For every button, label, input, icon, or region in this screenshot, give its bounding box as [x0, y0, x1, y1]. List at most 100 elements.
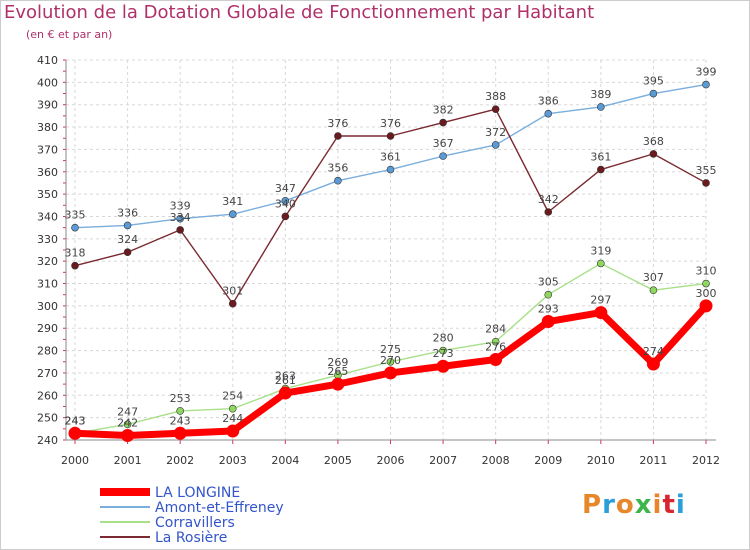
data-point: [597, 103, 605, 111]
data-point: [594, 306, 608, 320]
x-tick-label: 2011: [639, 454, 667, 467]
chart-subtitle: (en € et par an): [26, 28, 113, 41]
data-label: 324: [117, 233, 138, 246]
y-tick-label: 280: [37, 345, 58, 358]
logo-letter: P: [582, 490, 603, 520]
data-label: 339: [170, 200, 191, 213]
data-label: 297: [590, 294, 611, 307]
x-tick-label: 2006: [377, 454, 405, 467]
data-point: [597, 259, 605, 268]
data-point: [597, 165, 605, 174]
data-label: 269: [327, 356, 348, 369]
data-point: [334, 132, 342, 140]
data-label: 367: [433, 137, 454, 150]
y-tick-label: 310: [37, 278, 58, 291]
data-point: [386, 132, 395, 140]
data-point: [123, 221, 132, 230]
y-tick-label: 340: [37, 210, 58, 223]
data-label: 275: [380, 343, 401, 356]
y-tick-label: 250: [37, 412, 58, 425]
y-tick-label: 300: [37, 300, 58, 313]
chart-title: Evolution de la Dotation Globale de Fonc…: [4, 2, 595, 23]
y-tick-label: 270: [37, 367, 58, 380]
data-label: 340: [275, 197, 296, 210]
data-point: [544, 290, 553, 299]
data-point: [544, 109, 553, 118]
data-point: [649, 150, 658, 158]
data-point: [228, 299, 237, 308]
data-label: 284: [485, 323, 506, 336]
y-tick-label: 380: [37, 121, 58, 134]
data-point: [649, 89, 658, 98]
data-point: [176, 214, 184, 223]
data-label: 243: [65, 414, 86, 427]
data-point: [71, 261, 79, 270]
data-label: 280: [433, 332, 454, 345]
legend-label: Corravillers: [155, 515, 235, 531]
data-label: 335: [65, 209, 86, 222]
x-tick-label: 2005: [324, 454, 352, 467]
legend-label: Amont-et-Effreney: [155, 500, 284, 516]
legend-label: LA LONGINE: [155, 485, 240, 501]
logo-letter: o: [615, 490, 635, 520]
data-label: 247: [117, 405, 138, 418]
data-point: [649, 286, 658, 295]
x-tick-label: 2012: [692, 454, 720, 467]
x-tick-label: 2000: [61, 454, 89, 467]
data-label: 361: [590, 151, 611, 164]
data-point: [489, 353, 503, 367]
data-label: 310: [696, 265, 717, 278]
legend-label: La Rosière: [155, 530, 227, 546]
data-point: [226, 424, 240, 438]
legend: LA LONGINEAmont-et-EffreneyCorravillersL…: [100, 485, 284, 546]
data-point: [386, 357, 395, 366]
data-label: 386: [538, 95, 559, 108]
data-label: 261: [275, 374, 296, 387]
data-point: [281, 197, 290, 205]
data-label: 293: [538, 303, 559, 316]
data-label: 347: [275, 182, 296, 195]
data-label: 300: [696, 287, 717, 300]
x-tick-label: 2001: [114, 454, 142, 467]
data-point: [123, 420, 132, 429]
data-label: 254: [222, 390, 243, 403]
data-label: 368: [643, 135, 664, 148]
data-point: [541, 315, 555, 329]
data-label: 273: [433, 347, 454, 360]
series-layer: [68, 80, 713, 443]
data-point: [281, 212, 290, 221]
logo-letter: x: [634, 490, 653, 520]
data-point: [491, 141, 500, 149]
data-point: [228, 404, 237, 413]
data-label: 355: [696, 164, 717, 177]
y-tick-label: 290: [37, 322, 58, 335]
proxiti-logo: Proxiti: [582, 490, 686, 520]
data-label: 270: [380, 354, 401, 367]
data-label: 341: [222, 195, 243, 208]
data-point: [699, 299, 713, 313]
data-label: 372: [485, 126, 506, 139]
data-label: 388: [485, 90, 506, 103]
data-point: [384, 366, 397, 380]
data-point: [121, 429, 135, 443]
data-point: [386, 165, 395, 174]
y-tick-label: 240: [37, 434, 58, 447]
data-label: 265: [327, 365, 348, 378]
logo-letter: i: [652, 490, 663, 520]
data-label: 356: [327, 162, 348, 175]
y-tick-label: 390: [37, 99, 58, 112]
data-point: [228, 210, 237, 219]
data-label: 305: [538, 276, 559, 289]
x-tick-label: 2010: [587, 454, 615, 467]
data-label: 336: [117, 206, 138, 219]
data-label: 263: [275, 370, 296, 383]
y-tick-label: 410: [37, 54, 58, 67]
data-point: [439, 118, 447, 127]
y-tick-label: 350: [37, 188, 58, 201]
data-label: 319: [590, 244, 611, 257]
data-point: [646, 357, 660, 371]
data-label-layer: 335 336 339 341 347 356 361 367 372 386 389 395 399 3…: [65, 66, 717, 430]
data-label: 334: [170, 211, 191, 224]
axis-layer: 240 250 260 270 280 290 300 310 320 330 340 350 360 3…: [37, 54, 720, 467]
